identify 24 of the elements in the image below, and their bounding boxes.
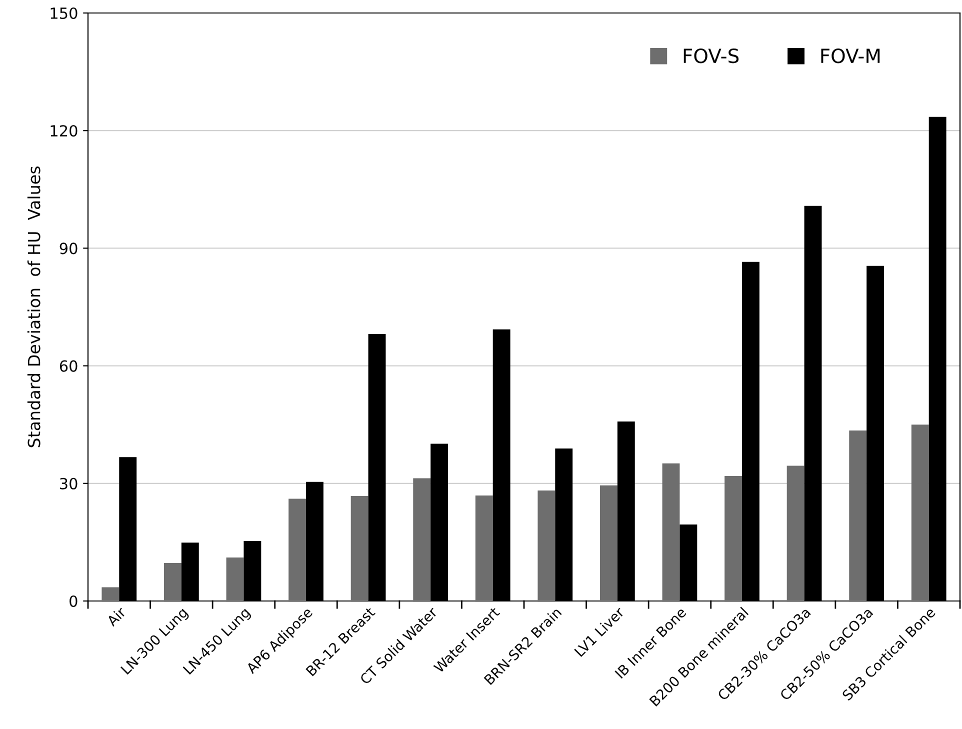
bar xyxy=(413,478,431,601)
bar xyxy=(911,424,929,601)
legend-label: FOV-S xyxy=(684,48,739,64)
y-tick-label: 30 xyxy=(60,478,78,490)
y-tick-label: 90 xyxy=(60,242,78,254)
bar xyxy=(226,557,244,601)
legend-label: FOV-M xyxy=(821,48,880,64)
bar xyxy=(288,498,306,601)
bar xyxy=(102,587,120,601)
bar xyxy=(538,490,556,601)
bar xyxy=(350,496,368,601)
y-tick-label: 0 xyxy=(70,595,78,608)
bar xyxy=(724,476,742,601)
bar xyxy=(475,496,493,601)
bar xyxy=(662,463,680,601)
bar xyxy=(786,466,804,601)
x-tick-label: Air xyxy=(106,606,127,627)
y-tick-label: 120 xyxy=(50,125,78,137)
bar xyxy=(849,430,867,601)
y-tick-label: 150 xyxy=(50,7,78,20)
y-tick-label: 60 xyxy=(60,360,78,372)
bar xyxy=(600,485,618,601)
bar xyxy=(164,562,182,601)
y-axis-title: Standard Deviation of HU Values xyxy=(27,166,40,448)
